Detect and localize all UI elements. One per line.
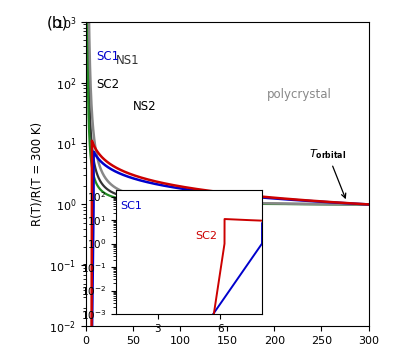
Text: (b): (b) [46,16,68,31]
Text: NS1: NS1 [116,54,140,67]
Text: NS2: NS2 [133,100,157,113]
Y-axis label: R(T)/R(T = 300 K): R(T)/R(T = 300 K) [31,122,44,226]
Text: $T_{\mathbf{orbital}}$: $T_{\mathbf{orbital}}$ [309,147,346,198]
Text: polycrystal: polycrystal [267,88,332,101]
Text: SC2: SC2 [195,231,217,242]
Text: SC1: SC1 [97,51,119,64]
Text: SC1: SC1 [121,201,142,211]
Text: SC2: SC2 [97,78,119,91]
